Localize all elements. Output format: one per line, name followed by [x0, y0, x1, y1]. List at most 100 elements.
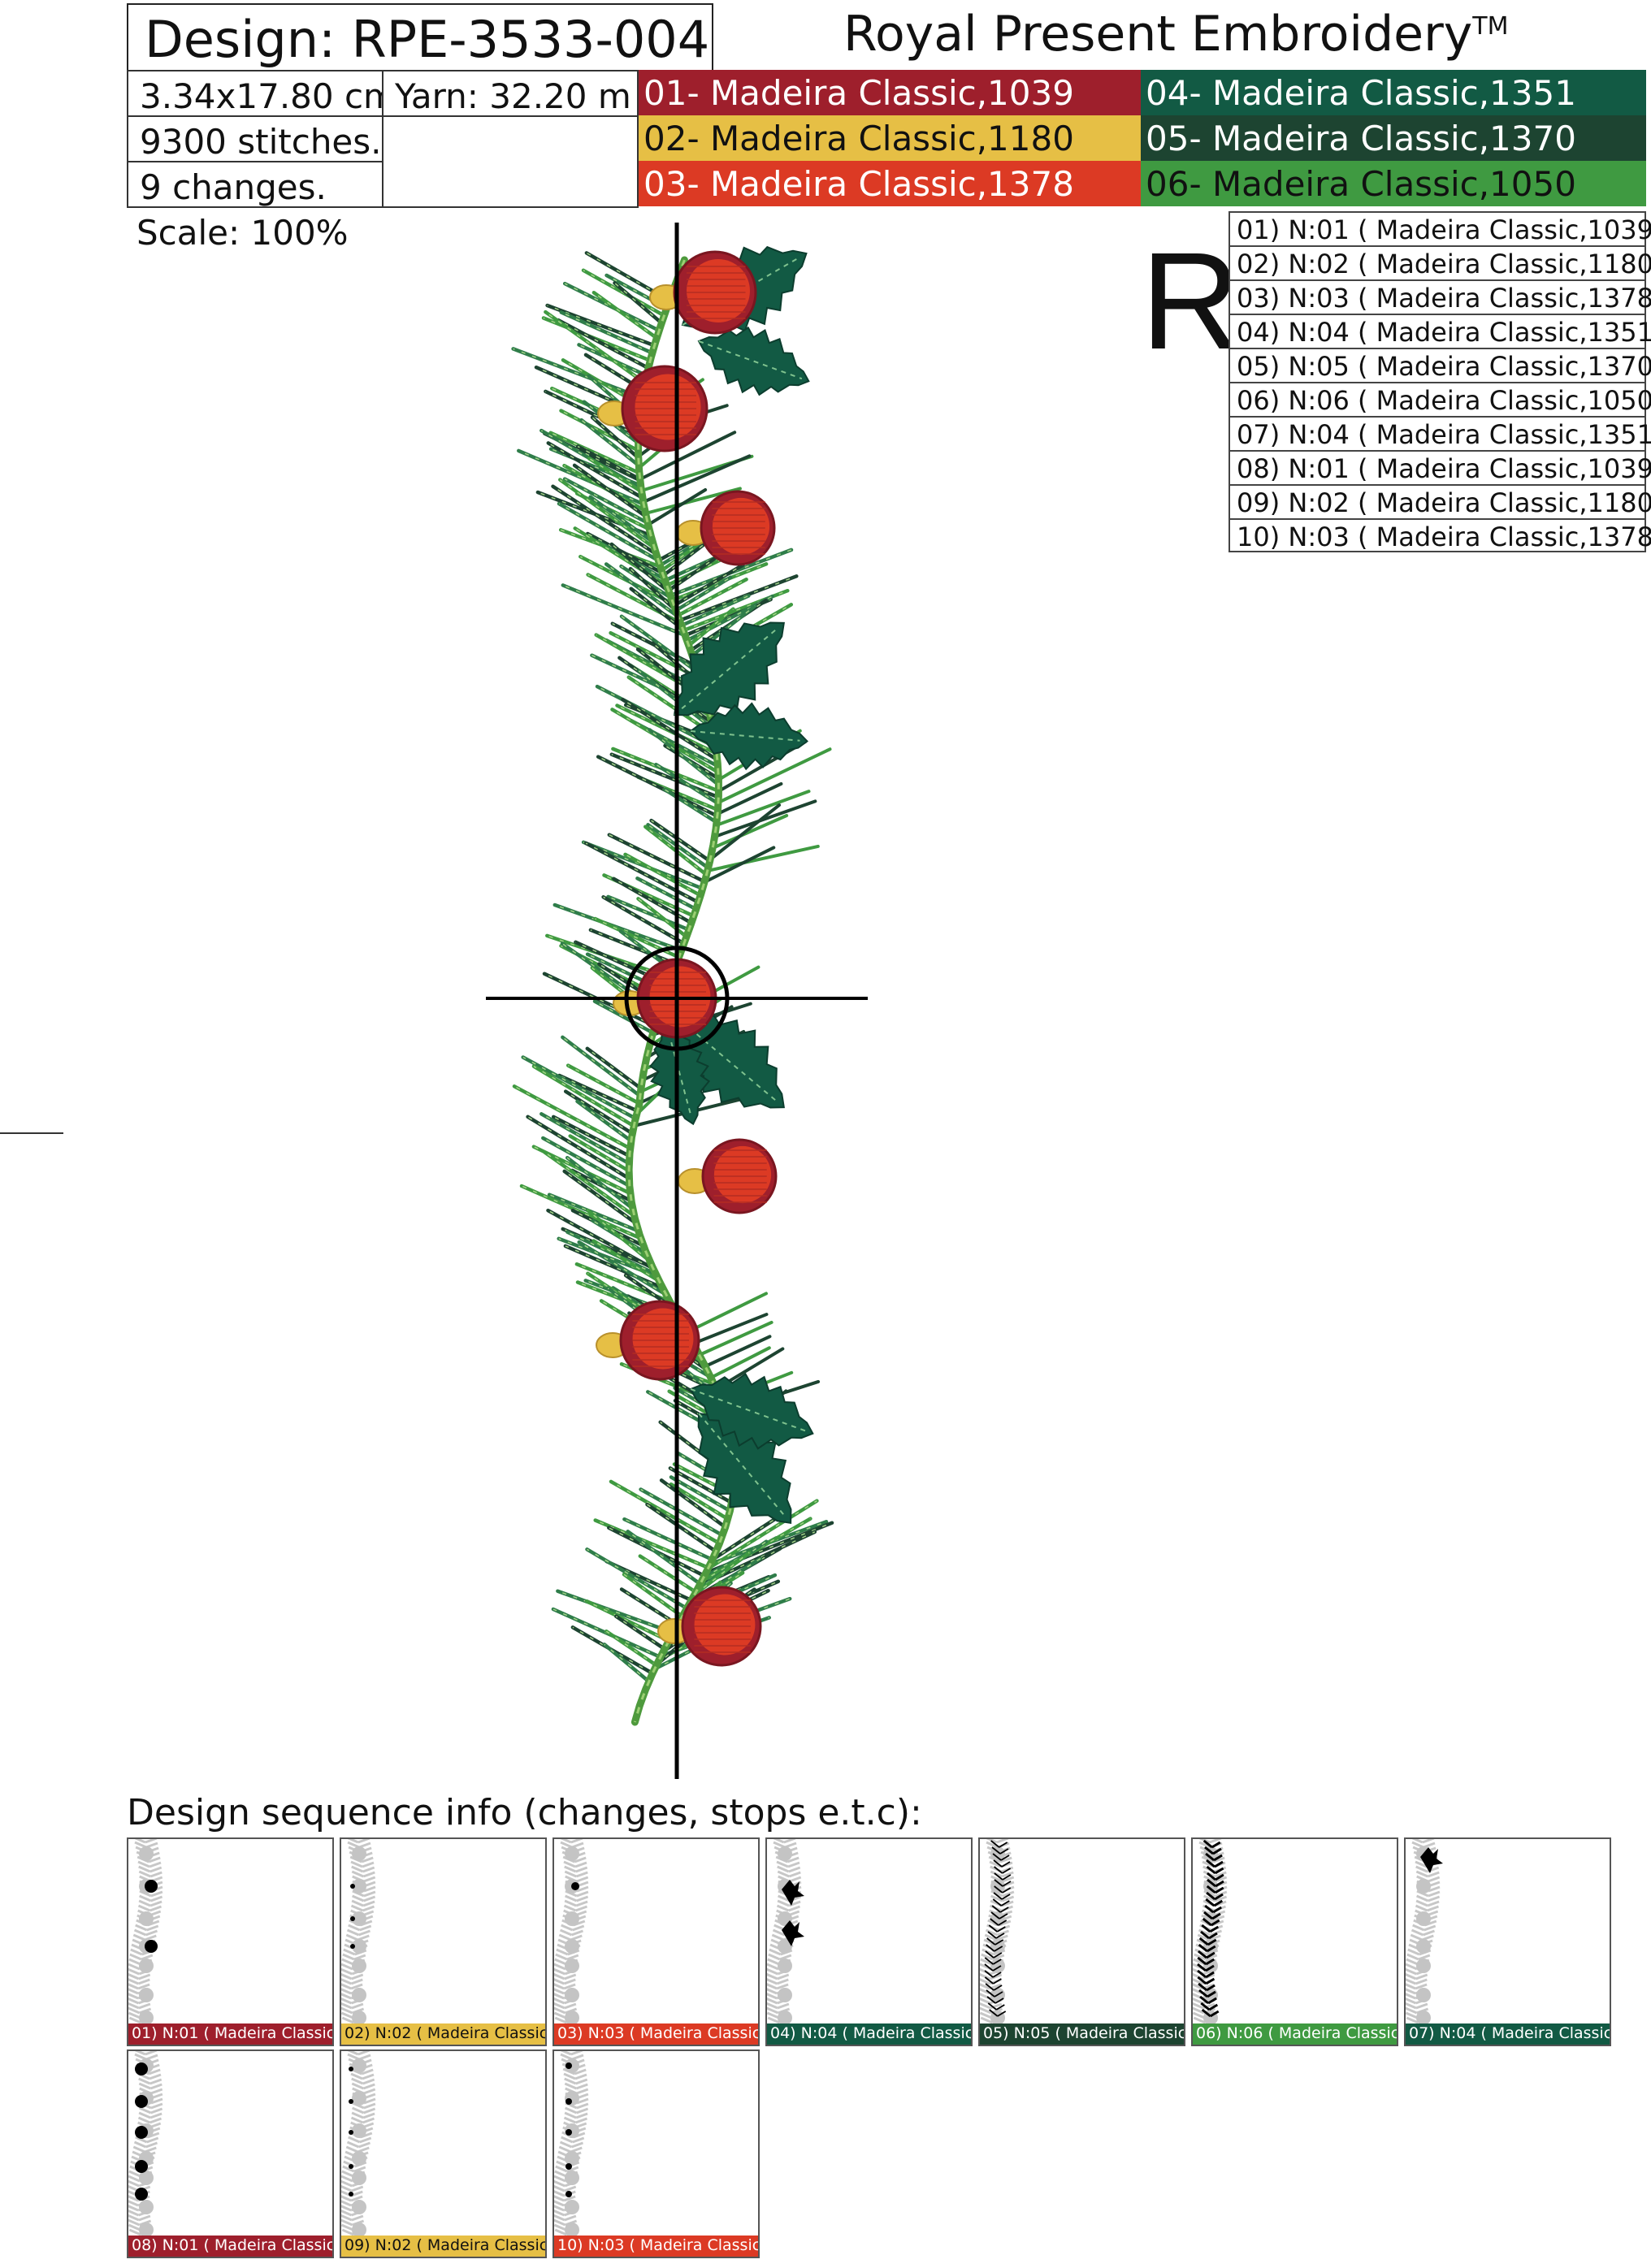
pine-needle-stitch: [656, 764, 719, 804]
pine-needle-stitch: [661, 1479, 726, 1528]
silhouette-ornament: [565, 1988, 579, 2002]
active-stitch-area: [1197, 1839, 1224, 2018]
silhouette-ornament: [565, 1939, 579, 1954]
sequence-list-label: 09) N:02 ( Madeira Classic,1180): [1237, 487, 1651, 518]
active-stitch-area: [782, 1880, 804, 1906]
silhouette-ornament: [1203, 1879, 1218, 1894]
center-crosshair: [486, 223, 868, 1779]
sequence-list-label: 01) N:01 ( Madeira Classic,1039): [1237, 214, 1651, 245]
brand-name: Royal Present Embroidery: [843, 6, 1473, 63]
active-stitch-area: [1420, 1847, 1443, 1873]
pine-needle-stitch: [593, 292, 657, 339]
thumbnail-preview: [128, 2051, 163, 2237]
holly-leaf: [689, 1373, 814, 1450]
sequence-list-item: 06) N:06 ( Madeira Classic,1050): [1228, 382, 1651, 416]
pine-needle-stitch: [513, 348, 643, 399]
pine-needle-stitch: [699, 1531, 816, 1586]
pine-needle: [512, 1084, 632, 1151]
sequence-list-item: 08) N:01 ( Madeira Classic,1039): [1228, 450, 1651, 484]
pine-needle-stitch: [574, 465, 647, 517]
silhouette-ornament: [778, 1846, 792, 1861]
silhouette-ornament: [352, 1879, 366, 1894]
pine-needle-stitch: [660, 1422, 735, 1479]
silhouette-ornament: [1416, 1959, 1431, 1973]
pine-needle-stitch: [625, 1275, 674, 1309]
active-stitch-area: [135, 2188, 148, 2201]
pine-needle-stitch: [649, 729, 719, 786]
pine-needle-stitch: [701, 1517, 811, 1582]
active-stitch-area: [135, 2095, 148, 2108]
pine-needle-stitch: [558, 503, 659, 561]
pine-needle-stitch: [681, 595, 749, 626]
pine-needle-stitch: [564, 1171, 637, 1224]
pine-needle-stitch: [677, 1581, 779, 1626]
sequence-thumbnail: 10) N:03 ( Madeira Classic,: [552, 2049, 760, 2258]
thumbnail-preview: [341, 1839, 376, 2025]
ornament-highlight: [712, 497, 770, 556]
color-swatch: 05- Madeira Classic,1370: [1141, 115, 1646, 161]
pine-needle-stitch: [590, 929, 677, 965]
silhouette-ornament: [139, 2010, 154, 2025]
pine-needle-stitch: [590, 496, 653, 543]
color-swatch: 04- Madeira Classic,1351: [1141, 70, 1646, 115]
active-stitch-area: [349, 2067, 353, 2071]
pine-needle-stitch: [670, 1467, 732, 1504]
pine-needle-stitch: [674, 564, 743, 607]
thumbnail-label: 02) N:02 ( Madeira Classic: [344, 2024, 547, 2042]
sequence-thumbnail: 09) N:02 ( Madeira Classic: [340, 2049, 547, 2258]
design-size: 3.34x17.80 cm: [140, 76, 384, 116]
silhouette-ornament: [1416, 1988, 1431, 2002]
thumbnail-label: 01) N:01 ( Madeira Classic,1: [132, 2024, 334, 2042]
silhouette-ornament: [1416, 1879, 1431, 1894]
pine-needle: [592, 999, 655, 1035]
thumbnail-label: 08) N:01 ( Madeira Classic,: [132, 2236, 334, 2254]
pine-needle-stitch: [640, 1488, 723, 1536]
silhouette-ornament: [352, 2058, 366, 2073]
thumbnail-label-bar: 09) N:02 ( Madeira Classic: [341, 2236, 545, 2257]
pine-needle-stitch: [559, 478, 655, 549]
pine-needle: [604, 1629, 659, 1668]
brand-title: Royal Present EmbroideryTM: [843, 10, 1575, 75]
holly-leaf: [689, 702, 808, 771]
silhouette-ornament: [352, 2171, 366, 2185]
silhouette-ornament: [352, 2091, 366, 2106]
sequence-list-item: 02) N:02 ( Madeira Classic,1180): [1228, 245, 1651, 279]
scale-label: Scale: 100%: [136, 216, 349, 250]
pine-needle-stitch: [586, 252, 670, 301]
stitches-cell: 9300 stitches.: [127, 115, 384, 162]
active-stitch-area: [135, 2160, 148, 2173]
thumbnail-label-bar: 01) N:01 ( Madeira Classic,1: [128, 2023, 332, 2045]
silhouette-ornament: [352, 2223, 366, 2237]
pine-needle: [714, 790, 811, 827]
pine-needle-stitch: [677, 578, 747, 617]
pine-needle: [628, 566, 678, 612]
active-stitch-area: [349, 2099, 353, 2104]
design-title: Design: RPE-3533-004: [145, 10, 710, 69]
active-stitch-area: [566, 2062, 572, 2069]
active-stitch-area: [350, 1884, 355, 1889]
active-stitch-area: [984, 1840, 1012, 2017]
thumbnail-label: 09) N:02 ( Madeira Classic: [344, 2236, 547, 2254]
thumbnail-preview: [1406, 1839, 1443, 2025]
pine-needle-stitch: [577, 1281, 682, 1323]
empty-cell: [382, 115, 639, 208]
holly-leaf-shape: [689, 1373, 814, 1450]
pine-needle: [593, 1518, 711, 1570]
color-swatch: 06- Madeira Classic,1050: [1141, 161, 1646, 206]
active-stitch-area: [145, 1940, 158, 1953]
pine-needle-stitch: [533, 1066, 635, 1127]
silhouette-ornament: [565, 2223, 579, 2237]
silhouette-ornament: [352, 2123, 366, 2138]
pine-needle-stitch: [577, 445, 641, 480]
thumbnail-label: 05) N:05 ( Madeira Classic: [983, 2024, 1185, 2042]
silhouette-ornament: [352, 1911, 366, 1926]
silhouette-ornament: [352, 2010, 366, 2025]
pine-needle-stitch: [561, 942, 660, 1013]
pine-needle: [544, 389, 641, 438]
silhouette-ornament: [990, 1939, 1005, 1954]
pine-needle-stitch: [581, 419, 639, 466]
pine-needle: [717, 747, 832, 804]
active-stitch-area: [135, 2126, 148, 2139]
changes-cell: 9 changes.: [127, 161, 384, 208]
holly-leaf-vein: [690, 730, 800, 742]
